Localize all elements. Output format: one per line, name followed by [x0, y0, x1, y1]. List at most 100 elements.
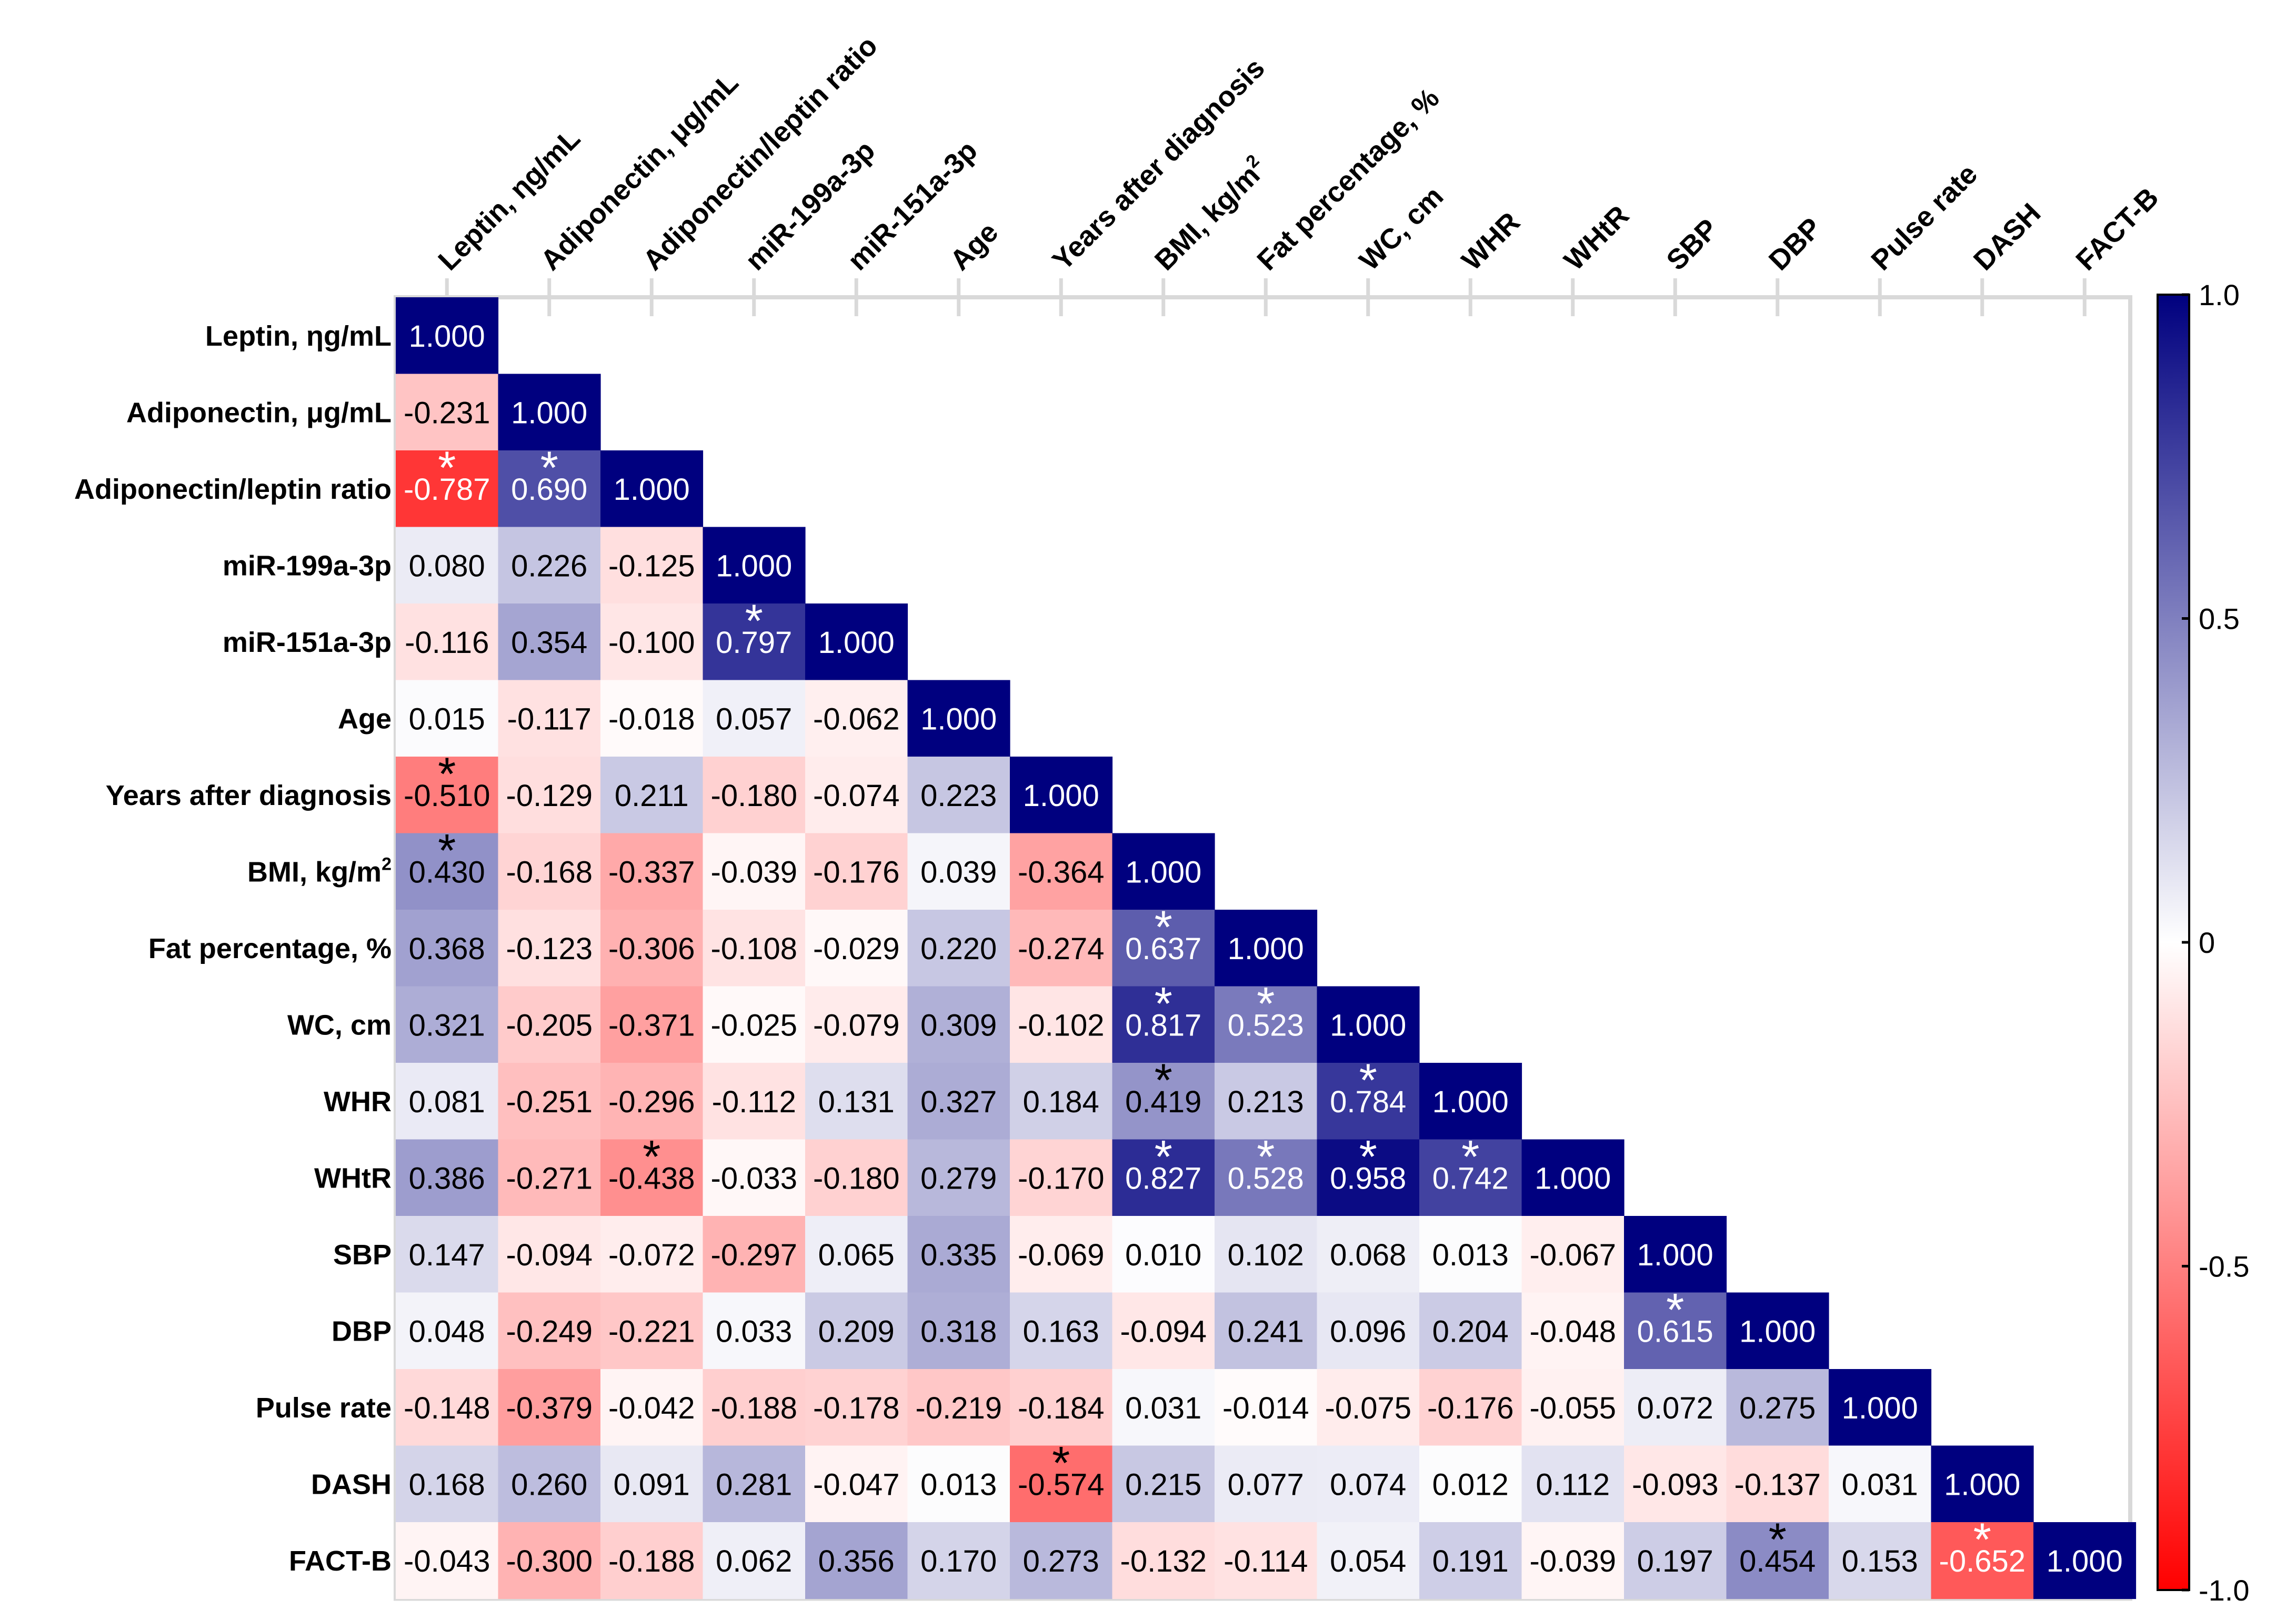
cell-value: 0.054 [1330, 1544, 1406, 1578]
cell-value: 0.528 [1228, 1161, 1304, 1195]
cell-value: 0.454 [1739, 1544, 1816, 1578]
column-label: Fat percentage, % [1251, 82, 1445, 276]
cell-fill [396, 297, 499, 375]
cell-fill [805, 1139, 908, 1216]
heatmap-cell: 0.454* [1726, 1513, 1829, 1599]
cell-value: -0.249 [506, 1314, 593, 1349]
cell-value: 0.102 [1228, 1238, 1304, 1272]
cell-value: -0.094 [1120, 1314, 1207, 1349]
heatmap-cell: 0.062 [703, 1522, 806, 1599]
heatmap-cell: -0.251 [498, 1063, 601, 1140]
heatmap-cell: -0.176 [1419, 1369, 1522, 1446]
heatmap-cell: -0.108 [703, 910, 806, 987]
heatmap-cell: 0.321 [396, 986, 499, 1063]
cell-value: -0.652 [1939, 1544, 2026, 1578]
cell-value: 0.168 [409, 1467, 485, 1502]
cell-value: 0.096 [1330, 1314, 1406, 1349]
cell-value: -0.018 [608, 702, 695, 736]
cell-value: 0.226 [511, 549, 587, 583]
cell-fill [396, 374, 499, 451]
heatmap-cell: -0.069 [1010, 1216, 1113, 1293]
cell-fill [1317, 1139, 1420, 1216]
cell-fill [396, 833, 499, 910]
cell-value: 0.065 [818, 1238, 895, 1272]
heatmap-cell: 0.054 [1317, 1522, 1420, 1599]
cell-fill [1112, 910, 1215, 987]
cell-fill [1419, 1216, 1522, 1293]
heatmap-cell: -0.364 [1010, 833, 1113, 910]
cell-value: 0.184 [1023, 1085, 1099, 1119]
cell-value: 0.074 [1330, 1467, 1406, 1502]
cell-value: 0.131 [818, 1085, 895, 1119]
heatmap-cell: 0.523* [1215, 978, 1318, 1063]
column-label: WHtR [1558, 199, 1635, 276]
heatmap-cell: 0.354 [498, 603, 601, 681]
heatmap-cell: 0.131 [805, 1063, 908, 1140]
cell-fill [1112, 1063, 1215, 1140]
heatmap-cell: 1.000 [1112, 833, 1215, 910]
heatmap-cell: 0.096 [1317, 1292, 1420, 1370]
cell-value: -0.510 [404, 779, 490, 813]
cell-fill [1829, 1369, 1932, 1446]
cell-fill [498, 757, 601, 834]
colorbar-tick-label: -1.0 [2199, 1574, 2250, 1607]
cell-fill [1317, 986, 1420, 1063]
row-label: Pulse rate [256, 1392, 392, 1424]
cell-fill [805, 1292, 908, 1370]
cell-fill [703, 1522, 806, 1599]
heatmap-cell: 0.318 [907, 1292, 1010, 1370]
cell-value: 0.309 [920, 1008, 997, 1042]
cell-fill [1624, 1369, 1727, 1446]
row-label: Adiponectin, μg/mL [126, 397, 392, 428]
heatmap-cell: 1.000 [498, 374, 601, 451]
cell-value: -0.043 [404, 1544, 490, 1578]
cell-fill [1317, 1522, 1420, 1599]
cell-value: -0.251 [506, 1085, 593, 1119]
heatmap-cell: -0.168 [498, 833, 601, 910]
heatmap-cell: -0.188 [600, 1522, 704, 1599]
significance-marker: * [745, 595, 763, 647]
heatmap-cell: 0.013 [907, 1445, 1010, 1523]
cell-fill [1829, 1445, 1932, 1523]
column-label: Pulse rate [1865, 158, 1983, 277]
heatmap-cell: -0.249 [498, 1292, 601, 1370]
cell-value: -0.129 [506, 779, 593, 813]
cell-value: -0.047 [813, 1467, 899, 1502]
cell-value: -0.116 [405, 626, 489, 660]
heatmap-cell: 0.031 [1829, 1445, 1932, 1523]
cell-fill [1521, 1445, 1625, 1523]
heatmap-cell: 0.184 [1010, 1063, 1113, 1140]
colorbar-tick-label: -0.5 [2199, 1250, 2250, 1283]
cell-fill [703, 1445, 806, 1523]
cell-fill [907, 1216, 1010, 1293]
cell-fill [600, 1216, 704, 1293]
cell-value: 0.335 [920, 1238, 997, 1272]
cell-fill [1112, 1139, 1215, 1216]
cell-value: 0.163 [1023, 1314, 1099, 1349]
cell-value: -0.094 [506, 1238, 593, 1272]
cell-fill [907, 1292, 1010, 1370]
cell-fill [703, 910, 806, 987]
heatmap-cell: 0.153 [1829, 1522, 1932, 1599]
cell-value: 0.072 [1637, 1391, 1713, 1425]
cell-value: 0.356 [818, 1544, 895, 1578]
cell-value: 0.068 [1330, 1238, 1406, 1272]
cell-fill [498, 1522, 601, 1599]
cell-value: -0.306 [608, 932, 695, 966]
cell-value: 0.279 [920, 1161, 997, 1195]
heatmap-cell: -0.129 [498, 757, 601, 834]
significance-marker: * [1155, 978, 1172, 1030]
cell-value: 0.327 [920, 1085, 997, 1119]
cell-value: 0.211 [615, 779, 689, 813]
cell-fill [907, 757, 1010, 834]
cell-fill [1215, 1522, 1318, 1599]
cell-fill [396, 986, 499, 1063]
heatmap-cell: 0.637* [1112, 901, 1215, 987]
heatmap-cell: 0.170 [907, 1522, 1010, 1599]
cell-fill [1726, 1369, 1829, 1446]
cell-value: 1.000 [2047, 1544, 2123, 1578]
heatmap-cell: 0.335 [907, 1216, 1010, 1293]
cell-value: 0.260 [511, 1467, 587, 1502]
heatmap-cell: -0.117 [498, 680, 601, 757]
cell-value: 1.000 [1637, 1238, 1713, 1272]
